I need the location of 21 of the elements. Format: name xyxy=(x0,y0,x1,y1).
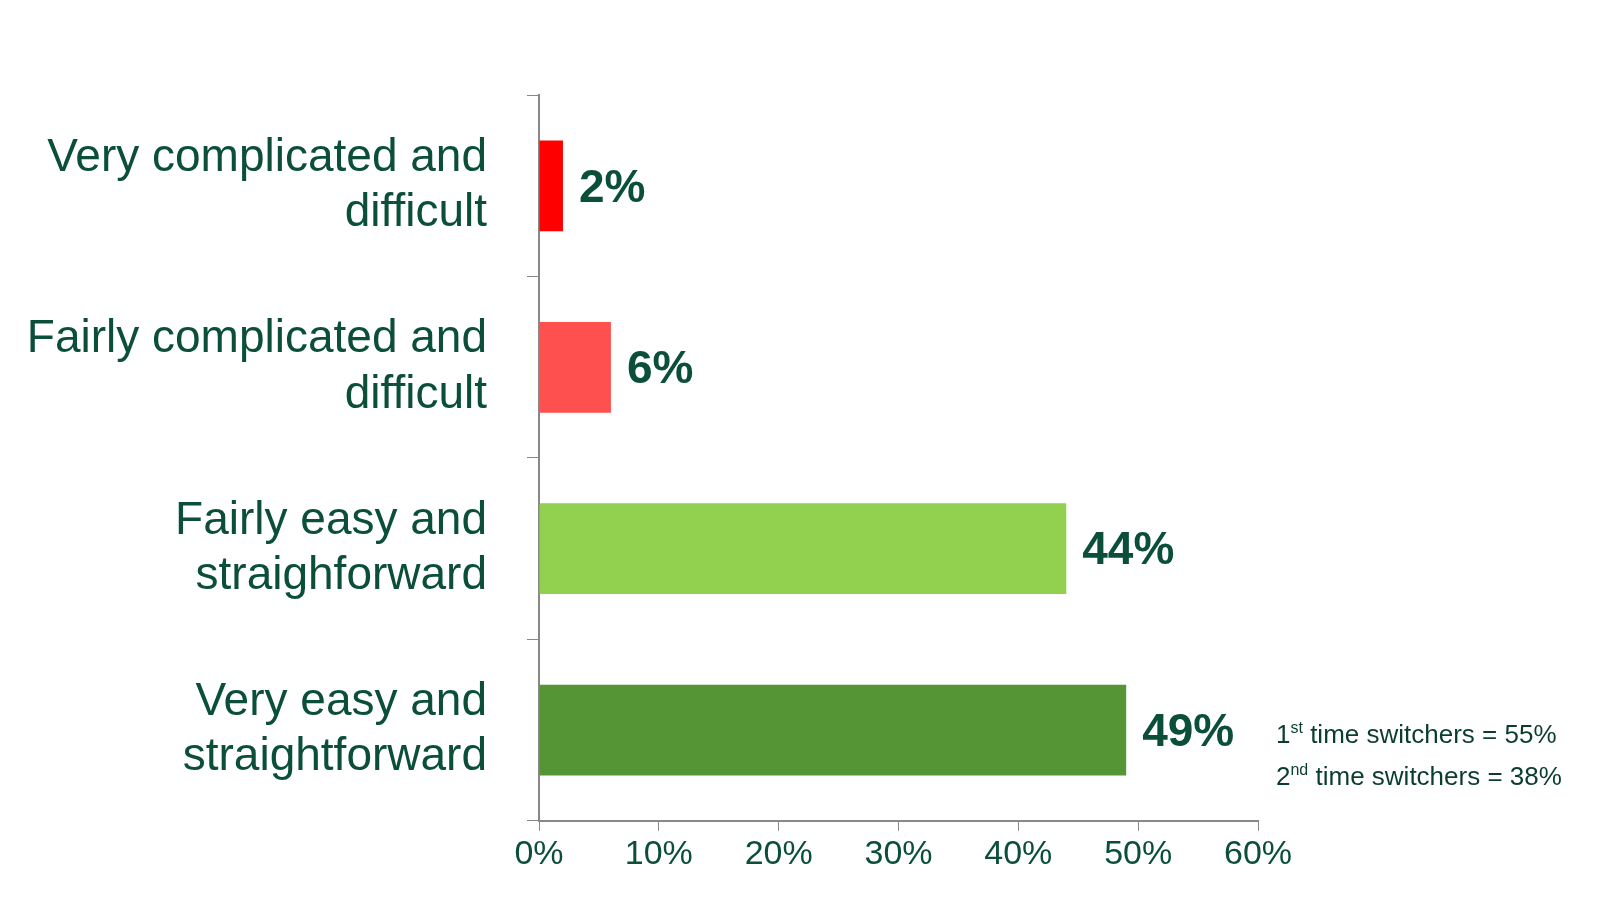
y-tick-label: Very complicated and difficult xyxy=(47,128,488,237)
x-tick-label: 40% xyxy=(984,832,1053,871)
text: 1$^{st}$ time switchers = 55% xyxy=(1276,717,1558,751)
y-tick-label: Very easy and straightforward xyxy=(182,673,487,781)
data-label: 2% xyxy=(578,159,646,212)
x-tick-label: 20% xyxy=(744,832,813,871)
data-label: 6% xyxy=(626,340,694,393)
x-tick-label: 10% xyxy=(624,832,693,871)
y-tick-label: Fairly complicated and difficult xyxy=(26,310,488,418)
bar xyxy=(539,321,611,413)
x-tick-label: 0% xyxy=(514,832,564,871)
bar xyxy=(539,140,563,232)
data-label: 49% xyxy=(1142,703,1235,756)
x-tick-label: 50% xyxy=(1104,832,1173,871)
y-tick-label: Fairly easy and straighforward xyxy=(175,491,487,599)
bar xyxy=(539,684,1127,776)
text: 2$^{nd}$ time switchers = 38% xyxy=(1276,759,1562,793)
data-label: 44% xyxy=(1082,522,1175,575)
bar xyxy=(539,503,1067,595)
x-tick-label: 60% xyxy=(1223,832,1293,871)
x-tick-label: 30% xyxy=(864,832,933,871)
